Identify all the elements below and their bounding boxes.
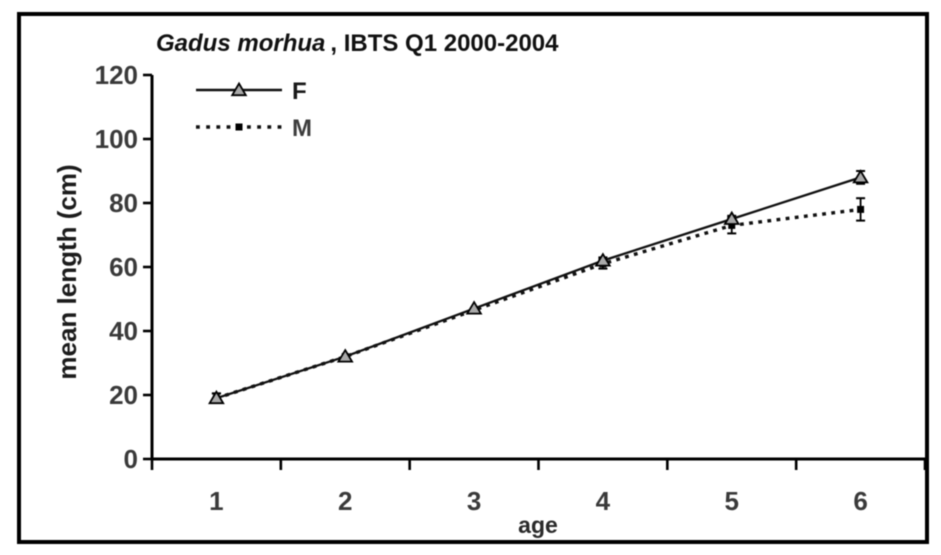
figure-border	[17, 12, 929, 544]
series-f-marker	[336, 348, 354, 363]
series-m-marker	[857, 205, 865, 213]
series-f-marker	[594, 252, 612, 267]
legend-f-triangle-marker	[230, 81, 248, 97]
y-tick-label: 80	[109, 188, 138, 218]
series-f-marker	[723, 210, 741, 225]
series-m-marker	[728, 221, 736, 229]
y-tick-label: 40	[109, 316, 138, 346]
legend-m-label: M	[292, 115, 312, 142]
legend-f-label: F	[292, 78, 307, 105]
x-tick-label: 2	[338, 486, 352, 516]
x-tick-label: 1	[209, 486, 223, 516]
chart-title: Gadus morhua, IBTS Q1 2000-2004	[156, 30, 559, 57]
series-f-marker	[465, 300, 483, 315]
x-tick-label: 6	[853, 486, 867, 516]
series-f-marker	[208, 389, 225, 405]
chart-title-survey: , IBTS Q1 2000-2004	[330, 30, 559, 57]
legend-m-dot-marker	[235, 123, 243, 131]
chart-title-species: Gadus morhua	[156, 30, 325, 57]
x-axis-label: age	[518, 512, 558, 538]
y-tick-label: 20	[109, 380, 138, 410]
y-tick-label: 0	[124, 444, 138, 474]
y-tick-label: 100	[95, 124, 138, 154]
y-tick-label: 60	[109, 252, 138, 282]
series-f-line	[216, 176, 861, 400]
plot-area: 0 20 40 60 80 100 120 1 2 3 4 5 6	[95, 60, 927, 516]
y-axis-label: mean length (cm)	[52, 164, 82, 379]
series-f-marker	[852, 169, 869, 184]
x-tick-label: 3	[467, 486, 481, 516]
legend: F M	[196, 78, 312, 142]
x-tick-label: 4	[596, 486, 611, 516]
x-tick-label: 5	[725, 486, 739, 516]
y-tick-label: 120	[95, 60, 138, 90]
